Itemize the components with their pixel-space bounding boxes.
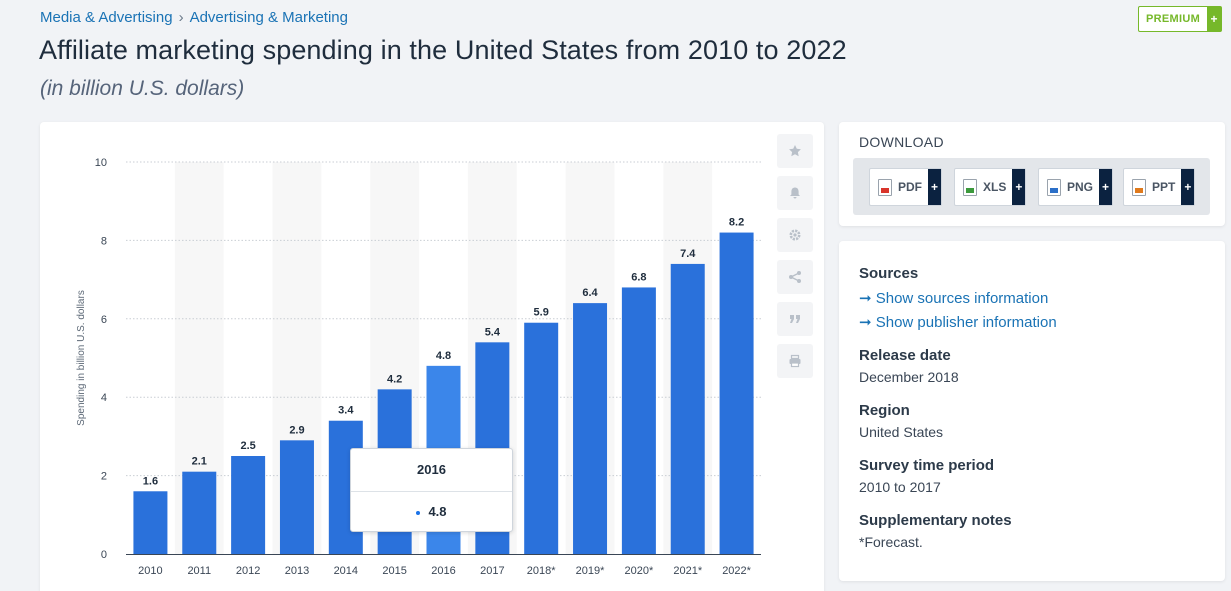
plus-icon: + — [928, 169, 941, 205]
bar-2013 — [279, 440, 314, 554]
x-tick-label: 2011 — [187, 565, 211, 577]
breadcrumb: Media & Advertising › Advertising & Mark… — [40, 9, 348, 26]
x-tick-label: 2022* — [722, 565, 751, 577]
chart-toolbar — [777, 134, 813, 378]
download-png-label: PNG — [1067, 180, 1094, 194]
bar-value-label: 5.9 — [534, 307, 549, 319]
region-heading: Region — [859, 402, 910, 419]
x-tick-label: 2021* — [673, 565, 702, 577]
survey-period-heading: Survey time period — [859, 457, 995, 474]
bar-2019* — [573, 303, 608, 554]
bar-value-label: 1.6 — [143, 475, 158, 487]
bar-2011 — [182, 471, 217, 554]
plus-icon: + — [1181, 169, 1195, 205]
download-buttons: PDF + XLS + PNG + PPT + — [853, 158, 1210, 215]
xls-file-icon — [963, 178, 977, 196]
x-tick-label: 2019* — [576, 565, 605, 577]
download-png-button[interactable]: PNG + — [1038, 168, 1114, 206]
y-tick-label: 4 — [101, 392, 107, 404]
x-tick-label: 2014 — [334, 565, 358, 577]
bar-value-label: 6.8 — [631, 271, 646, 283]
x-tick-label: 2012 — [236, 565, 260, 577]
breadcrumb-item-advertising[interactable]: Advertising & Marketing — [189, 9, 348, 26]
download-ppt-label: PPT — [1152, 180, 1176, 194]
bar-value-label: 6.4 — [582, 287, 598, 299]
tooltip-value-row: 4.8 — [351, 492, 512, 532]
plus-icon: + — [1012, 169, 1026, 205]
star-icon[interactable] — [777, 134, 813, 168]
tooltip-value: 4.8 — [428, 504, 447, 519]
x-tick-label: 2020* — [625, 565, 654, 577]
y-tick-label: 0 — [101, 549, 107, 561]
page-subtitle: (in billion U.S. dollars) — [40, 77, 245, 100]
premium-badge[interactable]: PREMIUM + — [1138, 6, 1223, 32]
release-date-value: December 2018 — [859, 369, 959, 385]
bar-value-label: 5.4 — [485, 326, 501, 338]
bar-2018* — [524, 322, 559, 554]
breadcrumb-separator: › — [178, 9, 184, 26]
x-tick-label: 2017 — [480, 565, 504, 577]
ppt-file-icon — [1132, 178, 1146, 196]
plus-icon: + — [1099, 169, 1113, 205]
page-title: Affiliate marketing spending in the Unit… — [39, 35, 847, 65]
bar-value-label: 2.1 — [192, 456, 207, 468]
bar-2021* — [670, 263, 705, 554]
bar-value-label: 4.2 — [387, 373, 402, 385]
bar-value-label: 8.2 — [729, 217, 744, 229]
bar-value-label: 4.8 — [436, 350, 451, 362]
download-ppt-button[interactable]: PPT + — [1123, 168, 1196, 206]
download-xls-label: XLS — [983, 180, 1007, 194]
png-file-icon — [1047, 178, 1061, 196]
pdf-file-icon — [878, 178, 892, 196]
x-tick-label: 2013 — [285, 565, 309, 577]
survey-period-value: 2010 to 2017 — [859, 479, 941, 495]
bar-2010 — [133, 491, 168, 554]
series-dot-icon — [416, 510, 421, 515]
download-card: DOWNLOAD PDF + XLS + PNG + PPT + — [839, 122, 1225, 226]
sources-heading: Sources — [859, 265, 919, 282]
breadcrumb-item-media[interactable]: Media & Advertising — [40, 9, 173, 26]
bar-value-label: 3.4 — [338, 405, 354, 417]
download-xls-button[interactable]: XLS + — [954, 168, 1027, 206]
print-icon[interactable] — [777, 344, 813, 378]
region-value: United States — [859, 424, 944, 440]
y-axis-label: Spending in billion U.S. dollars — [76, 290, 87, 426]
bell-icon[interactable] — [777, 176, 813, 210]
quote-icon[interactable] — [777, 302, 813, 336]
x-tick-label: 2015 — [382, 565, 406, 577]
release-date-heading: Release date — [859, 347, 951, 364]
show-publisher-link[interactable]: ➞ Show publisher information — [859, 314, 1057, 331]
share-icon[interactable] — [777, 260, 813, 294]
bar-value-label: 2.5 — [240, 440, 255, 452]
premium-plus-icon: + — [1207, 7, 1222, 31]
gear-icon[interactable] — [777, 218, 813, 252]
show-sources-link[interactable]: ➞ Show sources information — [859, 290, 1049, 307]
download-title: DOWNLOAD — [859, 134, 944, 150]
chart-tooltip: 2016 4.8 — [350, 448, 513, 532]
bar-2020* — [621, 287, 656, 554]
premium-label: PREMIUM — [1146, 13, 1201, 25]
bar-2012 — [231, 456, 266, 554]
download-pdf-button[interactable]: PDF + — [869, 168, 942, 206]
download-pdf-label: PDF — [898, 180, 922, 194]
y-tick-label: 2 — [101, 471, 107, 483]
y-tick-label: 6 — [101, 314, 107, 326]
y-tick-label: 10 — [95, 157, 107, 169]
x-tick-label: 2016 — [431, 565, 455, 577]
supplementary-notes-heading: Supplementary notes — [859, 512, 1012, 529]
x-tick-label: 2010 — [138, 565, 162, 577]
bar-value-label: 2.9 — [289, 424, 304, 436]
x-tick-label: 2018* — [527, 565, 556, 577]
tooltip-year: 2016 — [351, 449, 512, 492]
bar-value-label: 7.4 — [680, 248, 696, 260]
bar-2022* — [719, 232, 754, 554]
y-tick-label: 8 — [101, 235, 107, 247]
info-card: Sources ➞ Show sources information ➞ Sho… — [839, 241, 1225, 581]
supplementary-notes-value: *Forecast. — [859, 534, 923, 550]
